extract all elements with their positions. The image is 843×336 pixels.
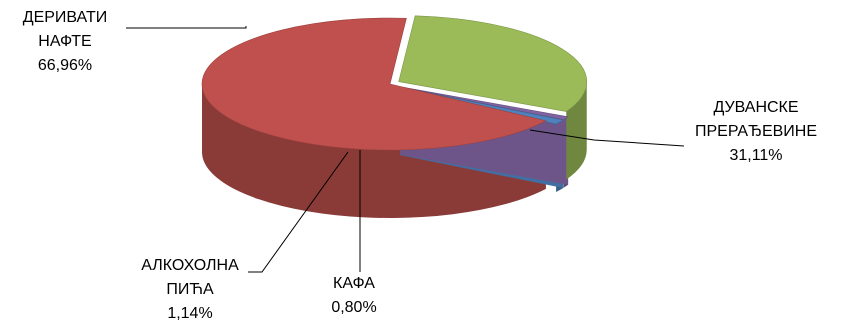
slice-value: 66,96%: [37, 57, 93, 74]
leader-line: [248, 151, 349, 273]
pie-slice-top: [201, 17, 547, 151]
pie-slice-top: [400, 86, 569, 121]
pie-slice-top: [398, 15, 588, 112]
label-alkoholna-pica: АЛКОХОЛНА ПИЋА 1,14%: [122, 254, 258, 326]
slice-name-line: НАФТЕ: [38, 33, 92, 50]
label-duvanske-preradjevine: ДУВАНСКЕ ПРЕРАЂЕВИНЕ 31,11%: [684, 96, 828, 168]
label-kafa: КАФА 0,80%: [312, 272, 396, 320]
slice-value: 1,14%: [167, 305, 213, 322]
slice-name-line: ПИЋА: [166, 281, 214, 298]
slice-name-line: АЛКОХОЛНА: [141, 257, 239, 274]
leader-line: [529, 129, 685, 147]
leader-lines: [126, 26, 685, 273]
label-derivati-nafte: ДЕРИВАТИ НАФТЕ 66,96%: [2, 6, 128, 78]
leader-line: [126, 26, 247, 29]
slice-name-line: КАФА: [333, 275, 375, 292]
pie-slice-side: [202, 84, 546, 218]
slice-value: 31,11%: [729, 147, 783, 164]
slice-name-line: ДЕРИВАТИ: [22, 9, 108, 26]
slice-name-line: ДУВАНСКЕ: [713, 99, 799, 116]
slice-name-line: ПРЕРАЂЕВИНЕ: [694, 123, 818, 140]
pie-slice-side: [566, 81, 587, 180]
slice-value: 0,80%: [331, 299, 377, 316]
pie-tops: [201, 15, 588, 151]
